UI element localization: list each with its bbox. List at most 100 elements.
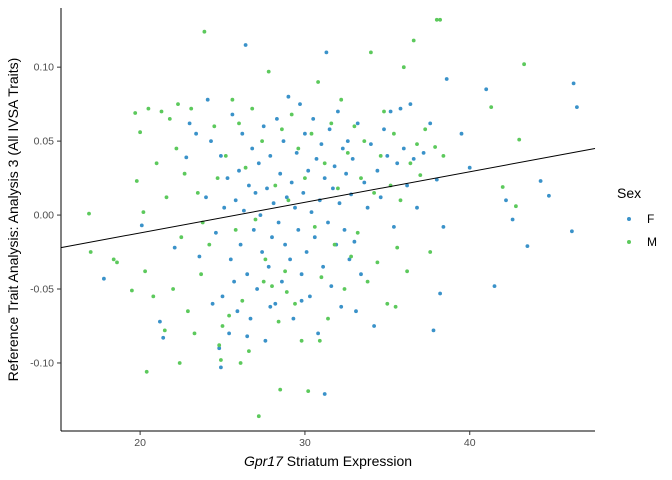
data-point-f bbox=[243, 43, 248, 47]
data-point-m bbox=[186, 309, 190, 314]
data-point-m bbox=[151, 294, 156, 299]
data-point-m bbox=[289, 112, 294, 117]
data-point-f bbox=[187, 121, 192, 126]
data-point-m bbox=[517, 137, 522, 142]
data-point-m bbox=[154, 161, 159, 166]
data-point-f bbox=[230, 112, 235, 117]
data-point-m bbox=[164, 195, 169, 200]
data-point-f bbox=[299, 298, 304, 303]
data-point-f bbox=[270, 235, 274, 240]
data-point-f bbox=[415, 205, 419, 210]
data-point-f bbox=[401, 146, 406, 151]
data-point-f bbox=[228, 257, 233, 262]
data-point-m bbox=[174, 146, 179, 151]
data-point-m bbox=[401, 65, 406, 70]
data-point-f bbox=[273, 301, 278, 306]
regression-line bbox=[60, 148, 596, 249]
data-point-m bbox=[134, 179, 139, 183]
data-point-f bbox=[331, 186, 335, 191]
data-point-f bbox=[275, 117, 279, 121]
data-point-m bbox=[342, 287, 347, 291]
legend-title: Sex bbox=[617, 185, 641, 201]
data-point-f bbox=[242, 208, 246, 213]
data-point-m bbox=[438, 17, 442, 22]
data-point-f bbox=[240, 131, 245, 136]
data-point-m bbox=[489, 105, 494, 109]
data-point-m bbox=[408, 161, 413, 166]
data-point-f bbox=[263, 338, 268, 343]
data-point-f bbox=[444, 77, 449, 81]
data-point-f bbox=[294, 151, 299, 155]
data-point-f bbox=[378, 195, 383, 200]
data-point-f bbox=[298, 102, 302, 106]
data-point-m bbox=[339, 97, 344, 102]
data-point-m bbox=[336, 186, 340, 191]
data-point-f bbox=[441, 225, 446, 229]
data-point-f bbox=[345, 139, 350, 144]
data-point-m bbox=[243, 165, 248, 170]
data-point-f bbox=[220, 294, 225, 299]
data-point-m bbox=[253, 217, 258, 222]
data-point-f bbox=[102, 276, 106, 281]
data-point-f bbox=[395, 161, 400, 166]
data-point-m bbox=[392, 131, 396, 136]
data-point-f bbox=[538, 179, 543, 183]
data-point-f bbox=[352, 239, 357, 244]
data-point-f bbox=[210, 301, 215, 306]
data-point-f bbox=[227, 331, 232, 336]
data-point-m bbox=[306, 389, 311, 393]
y-axis-ticks: -0.10 -0.05 0.00 0.05 0.10 bbox=[30, 62, 61, 369]
data-point-f bbox=[438, 291, 442, 296]
data-point-f bbox=[301, 191, 306, 195]
data-point-f bbox=[324, 50, 329, 55]
data-point-m bbox=[250, 106, 255, 111]
data-point-f bbox=[253, 191, 258, 195]
data-point-m bbox=[362, 139, 367, 144]
data-point-f bbox=[214, 230, 218, 235]
legend-key-m bbox=[627, 240, 631, 244]
data-point-f bbox=[467, 165, 472, 170]
data-point-m bbox=[144, 369, 149, 374]
data-point-f bbox=[245, 272, 250, 277]
data-point-f bbox=[428, 121, 433, 126]
data-point-m bbox=[326, 316, 330, 321]
data-point-m bbox=[261, 279, 266, 284]
data-point-f bbox=[247, 183, 251, 188]
data-point-m bbox=[514, 204, 518, 209]
data-point-f bbox=[233, 198, 238, 203]
data-point-f bbox=[355, 121, 360, 126]
data-point-f bbox=[161, 335, 166, 340]
data-point-f bbox=[222, 205, 227, 210]
data-point-m bbox=[217, 343, 222, 348]
data-point-f bbox=[296, 228, 301, 232]
data-point-f bbox=[354, 309, 358, 314]
data-point-f bbox=[336, 109, 340, 114]
data-point-f bbox=[385, 154, 390, 158]
data-point-m bbox=[237, 121, 241, 126]
data-point-f bbox=[350, 157, 355, 161]
data-point-m bbox=[365, 279, 370, 284]
data-point-m bbox=[212, 124, 217, 129]
data-point-f bbox=[431, 328, 436, 333]
data-point-m bbox=[309, 131, 314, 136]
data-point-m bbox=[88, 250, 93, 254]
data-point-f bbox=[340, 146, 345, 151]
data-point-f bbox=[375, 168, 380, 173]
legend: Sex FM bbox=[617, 185, 657, 249]
data-point-m bbox=[293, 301, 297, 306]
data-point-m bbox=[171, 287, 176, 291]
data-point-f bbox=[258, 213, 263, 218]
data-point-m bbox=[179, 235, 184, 240]
data-point-f bbox=[261, 124, 266, 129]
data-point-f bbox=[504, 198, 508, 203]
data-point-f bbox=[205, 97, 210, 102]
data-point-f bbox=[194, 131, 199, 136]
data-point-m bbox=[332, 242, 337, 247]
data-point-m bbox=[227, 313, 232, 318]
data-point-f bbox=[365, 205, 370, 210]
data-point-m bbox=[143, 269, 148, 274]
x-tick-label: 40 bbox=[464, 437, 476, 449]
data-point-m bbox=[256, 414, 261, 419]
data-point-m bbox=[215, 176, 220, 181]
data-point-f bbox=[492, 284, 497, 288]
